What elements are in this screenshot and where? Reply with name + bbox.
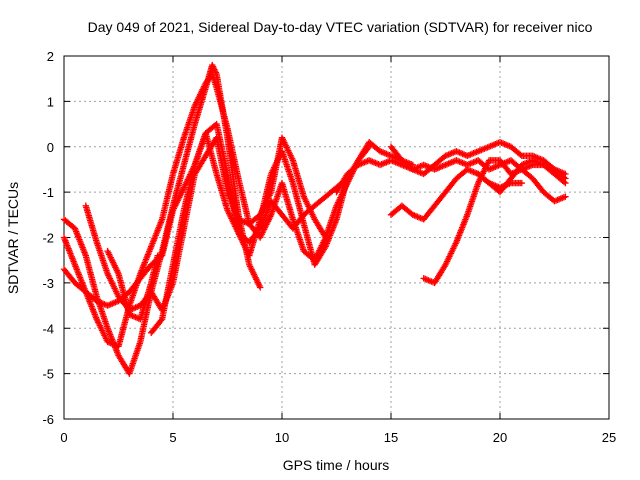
- data-point: [517, 151, 524, 158]
- x-tick-label: 10: [275, 430, 289, 445]
- data-point: [157, 317, 165, 324]
- data-point: [562, 179, 569, 187]
- y-axis-label: SDTVAR / TECUs: [5, 182, 21, 294]
- series-track-11: [475, 170, 525, 191]
- y-tick-label: -1: [42, 185, 54, 200]
- series-track-8: [387, 139, 569, 178]
- y-tick-label: -2: [42, 231, 54, 246]
- y-axis: -6 -5 -4 -3 -2 -1 0 1 2: [42, 49, 609, 427]
- y-tick-label: -4: [42, 321, 54, 336]
- y-tick-label: -6: [42, 412, 54, 427]
- y-tick-label: 1: [47, 94, 54, 109]
- series-track-5: [104, 247, 161, 323]
- y-tick-label: -3: [42, 276, 54, 291]
- data-point: [257, 284, 264, 291]
- data-point: [154, 252, 161, 259]
- data-point: [562, 170, 569, 178]
- x-tick-label: 5: [169, 430, 176, 445]
- data-points: [60, 61, 569, 377]
- x-tick-label: 20: [493, 430, 507, 445]
- x-axis-label: GPS time / hours: [283, 457, 390, 473]
- series-track-10: [420, 157, 569, 287]
- y-tick-label: 2: [47, 49, 54, 64]
- y-tick-label: 0: [47, 140, 54, 155]
- data-point: [518, 179, 525, 187]
- data-point: [562, 193, 569, 200]
- x-tick-label: 25: [602, 430, 616, 445]
- data-point: [560, 178, 568, 186]
- chart-title: Day 049 of 2021, Sidereal Day-to-day VTE…: [88, 19, 593, 35]
- grid: [64, 56, 609, 419]
- x-axis: 0 5 10 15 20 25: [60, 56, 616, 445]
- x-tick-label: 0: [60, 430, 67, 445]
- x-tick-label: 15: [384, 430, 398, 445]
- y-tick-label: -5: [42, 367, 54, 382]
